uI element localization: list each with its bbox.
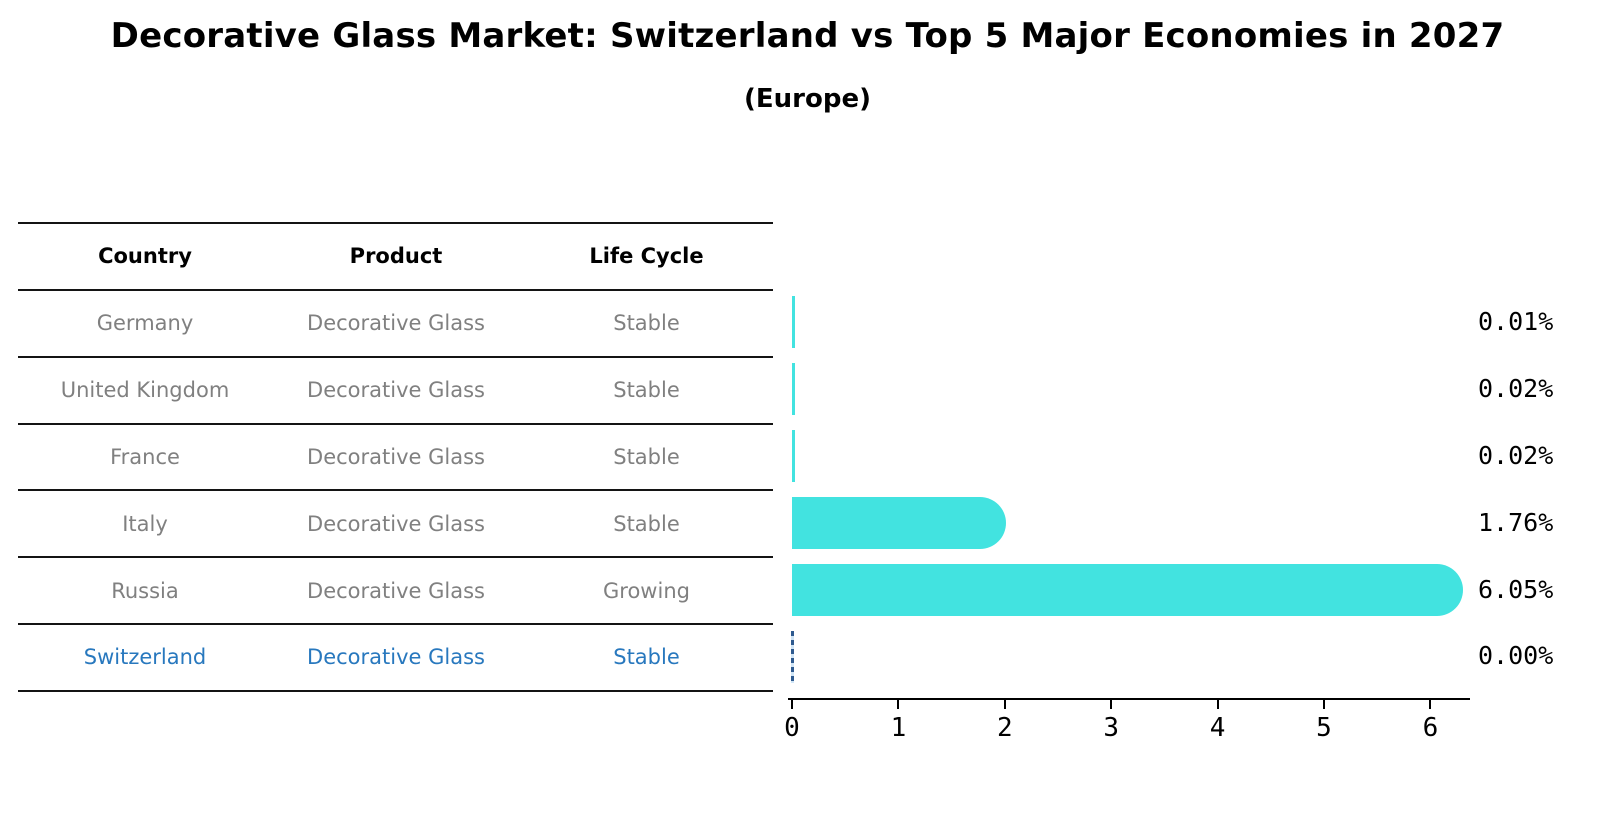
column-header-country: Country — [98, 244, 192, 269]
x-axis-tick — [1429, 700, 1432, 709]
cell-country: Russia — [111, 578, 179, 603]
chart-subtitle: (Europe) — [744, 84, 871, 114]
value-label-italy: 1.76% — [1478, 508, 1554, 537]
x-axis-tick — [1003, 700, 1006, 709]
table-row: Italy Decorative Glass Stable — [18, 491, 773, 559]
x-tick-label: 5 — [1316, 713, 1332, 743]
cell-country: Italy — [122, 511, 168, 536]
chart-title: Decorative Glass Market: Switzerland vs … — [110, 16, 1505, 56]
x-tick-label: 0 — [784, 713, 800, 743]
country-table: Country Product Life Cycle Germany Decor… — [18, 222, 773, 692]
cell-product: Decorative Glass — [307, 311, 485, 336]
cell-country: Switzerland — [83, 645, 207, 670]
x-axis-line — [788, 698, 1470, 700]
bar-switzerland-zero-marker — [791, 630, 794, 683]
value-label-united-kingdom: 0.02% — [1478, 374, 1554, 403]
table-row: France Decorative Glass Stable — [18, 425, 773, 492]
column-header-life-cycle: Life Cycle — [589, 244, 704, 269]
bar-france — [792, 430, 795, 482]
cell-life-cycle: Stable — [613, 378, 680, 403]
value-label-france: 0.02% — [1478, 441, 1554, 470]
x-axis-tick — [791, 700, 793, 709]
bar-russia — [792, 563, 1463, 616]
table-header-row: Country Product Life Cycle — [18, 224, 773, 291]
table-row: United Kingdom Decorative Glass Stable — [18, 358, 773, 425]
cell-product: Decorative Glass — [307, 511, 485, 536]
x-tick-label: 4 — [1209, 713, 1226, 743]
value-label-switzerland: 0.00% — [1478, 641, 1554, 670]
cell-country: France — [110, 444, 180, 469]
bar-italy — [792, 496, 1007, 549]
x-axis-tick — [1216, 700, 1219, 709]
cell-country: United Kingdom — [60, 378, 230, 403]
value-label-russia: 6.05% — [1478, 575, 1554, 604]
table-row-switzerland: Switzerland Decorative Glass Stable — [18, 625, 773, 692]
table-row: Germany Decorative Glass Stable — [18, 291, 773, 358]
column-header-product: Product — [349, 244, 443, 269]
cell-product: Decorative Glass — [307, 378, 485, 403]
cell-life-cycle: Stable — [613, 444, 680, 469]
cell-product: Decorative Glass — [307, 444, 485, 469]
x-tick-label: 3 — [1103, 713, 1120, 743]
cell-life-cycle: Growing — [603, 578, 690, 603]
table-row: Russia Decorative Glass Growing — [18, 558, 773, 626]
cell-life-cycle: Stable — [613, 645, 680, 670]
x-axis-tick — [897, 700, 900, 709]
cell-country: Germany — [96, 311, 194, 336]
cell-life-cycle: Stable — [613, 311, 680, 336]
x-axis-tick — [1110, 700, 1113, 709]
x-tick-label: 1 — [890, 713, 907, 743]
value-label-germany: 0.01% — [1478, 307, 1554, 336]
cell-product: Decorative Glass — [307, 645, 485, 670]
cell-life-cycle: Stable — [613, 511, 680, 536]
cell-product: Decorative Glass — [307, 578, 485, 603]
x-axis-tick — [1323, 700, 1325, 709]
x-tick-label: 6 — [1422, 713, 1439, 743]
bar-united-kingdom — [792, 363, 795, 416]
bar-germany — [792, 296, 795, 349]
x-tick-label: 2 — [996, 713, 1013, 743]
